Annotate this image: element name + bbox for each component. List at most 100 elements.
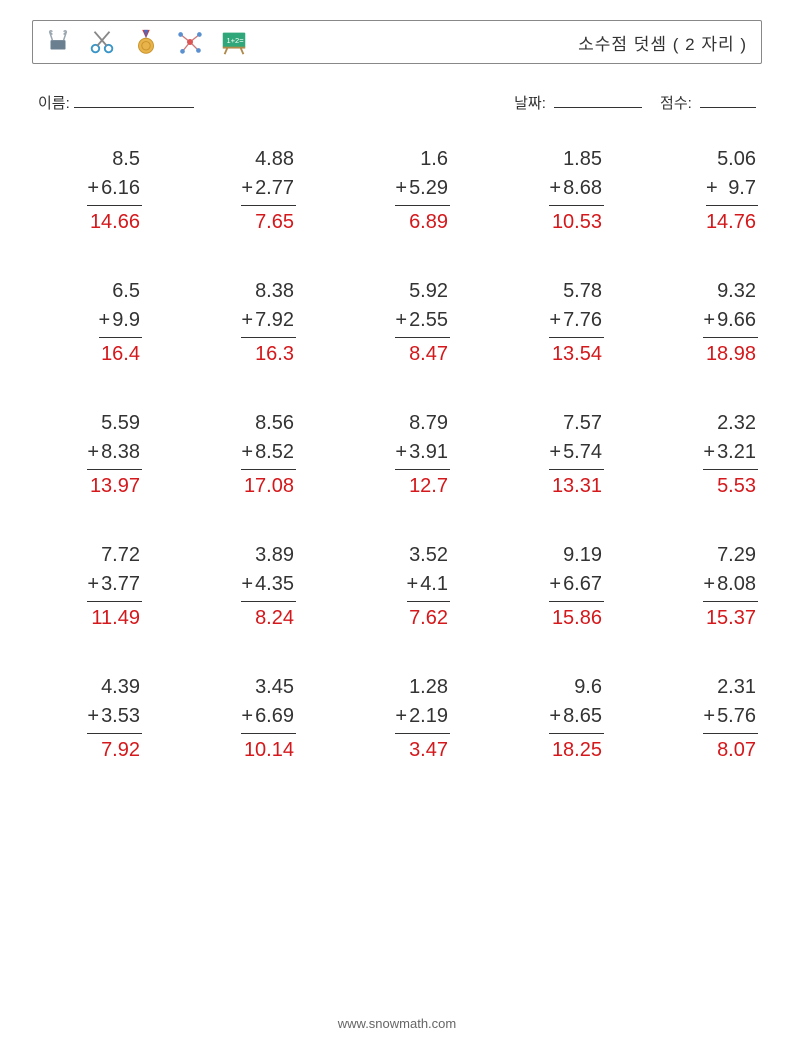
operand-b-row: +6.69 <box>241 702 296 731</box>
plus-sign: + <box>99 306 113 335</box>
binder-clip-icon <box>43 27 73 57</box>
meta-row: 이름: 날짜: 점수: <box>32 92 762 113</box>
problem: 5.78+7.7613.54 <box>498 277 604 369</box>
operand-b: 2.55 <box>409 306 448 335</box>
sum-bar: 14.66 <box>87 205 142 237</box>
plus-sign: + <box>241 306 255 335</box>
plus-sign: + <box>241 438 255 467</box>
medal-icon <box>131 27 161 57</box>
sum-bar: 17.08 <box>241 469 296 501</box>
sum-bar: 8.24 <box>241 601 296 633</box>
operand-a: 4.39 <box>87 673 142 702</box>
operand-b: 9.7 <box>728 174 756 203</box>
footer-url: www.snowmath.com <box>0 1016 794 1031</box>
worksheet-title: 소수점 덧셈 ( 2 자리 ) <box>578 30 747 55</box>
operand-b-row: +6.67 <box>549 570 604 599</box>
operand-b-row: +5.76 <box>703 702 758 731</box>
operand-b-row: +9.66 <box>703 306 758 335</box>
problem: 7.72+3.7711.49 <box>36 541 142 633</box>
plus-sign: + <box>549 570 563 599</box>
sum-bar: 7.92 <box>87 733 142 765</box>
sum-bar: 3.47 <box>395 733 450 765</box>
operand-b: 8.68 <box>563 174 602 203</box>
operand-a: 5.59 <box>87 409 142 438</box>
operand-b-row: +3.91 <box>395 438 450 467</box>
operand-b-row: +8.08 <box>703 570 758 599</box>
plus-sign: + <box>87 702 101 731</box>
problem: 7.29+8.0815.37 <box>652 541 758 633</box>
problem: 4.88+2.777.65 <box>190 145 296 237</box>
operand-a: 4.88 <box>241 145 296 174</box>
problem: 3.52+4.17.62 <box>344 541 450 633</box>
answer: 8.47 <box>395 340 450 369</box>
problem: 4.39+3.53 7.92 <box>36 673 142 765</box>
answer: 7.62 <box>407 604 451 633</box>
score-blank[interactable] <box>700 94 756 108</box>
problem: 1.28+2.193.47 <box>344 673 450 765</box>
operand-a: 9.19 <box>549 541 604 570</box>
problem: 3.45+6.6910.14 <box>190 673 296 765</box>
problem: 8.38+7.9216.3 <box>190 277 296 369</box>
problem: 5.59+8.3813.97 <box>36 409 142 501</box>
answer: 13.54 <box>549 340 604 369</box>
sum-bar: 6.89 <box>395 205 450 237</box>
problem: 5.92+2.558.47 <box>344 277 450 369</box>
answer: 8.07 <box>703 736 758 765</box>
operand-b-row: +3.53 <box>87 702 142 731</box>
answer: 7.92 <box>87 736 142 765</box>
operand-a: 2.32 <box>703 409 758 438</box>
problem: 5.06+9.714.76 <box>652 145 758 237</box>
sum-bar: 13.54 <box>549 337 604 369</box>
chalkboard-icon: 1+2= <box>219 27 249 57</box>
operand-b: 8.38 <box>101 438 140 467</box>
operand-b: 4.1 <box>420 570 448 599</box>
problem: 9.32+9.6618.98 <box>652 277 758 369</box>
answer: 8.24 <box>241 604 296 633</box>
answer: 15.86 <box>549 604 604 633</box>
date-blank[interactable] <box>554 94 642 108</box>
problem: 1.6+5.296.89 <box>344 145 450 237</box>
plus-sign: + <box>549 438 563 467</box>
plus-sign: + <box>703 702 717 731</box>
operand-b: 4.35 <box>255 570 294 599</box>
header-box: 1+2= 소수점 덧셈 ( 2 자리 ) <box>32 20 762 64</box>
operand-b: 2.77 <box>255 174 294 203</box>
answer: 18.98 <box>703 340 758 369</box>
operand-a: 1.28 <box>395 673 450 702</box>
sum-bar: 13.31 <box>549 469 604 501</box>
operand-b: 5.76 <box>717 702 756 731</box>
operand-a: 2.31 <box>703 673 758 702</box>
plus-sign: + <box>87 570 101 599</box>
operand-a: 8.5 <box>87 145 142 174</box>
date-label: 날짜: <box>514 95 546 112</box>
answer: 11.49 <box>87 604 142 633</box>
operand-b-row: +8.68 <box>549 174 604 203</box>
operand-b-row: +9.7 <box>706 174 758 203</box>
operand-b: 3.53 <box>101 702 140 731</box>
operand-a: 5.78 <box>549 277 604 306</box>
sum-bar: 5.53 <box>703 469 758 501</box>
answer: 16.4 <box>99 340 143 369</box>
answer: 10.14 <box>241 736 296 765</box>
sum-bar: 7.65 <box>241 205 296 237</box>
name-blank[interactable] <box>74 94 194 108</box>
operand-b-row: +4.35 <box>241 570 296 599</box>
operand-a: 7.57 <box>549 409 604 438</box>
operand-a: 9.6 <box>549 673 604 702</box>
operand-b: 8.65 <box>563 702 602 731</box>
operand-a: 7.29 <box>703 541 758 570</box>
operand-b: 6.67 <box>563 570 602 599</box>
plus-sign: + <box>395 702 409 731</box>
problem: 9.19+6.67 15.86 <box>498 541 604 633</box>
plus-sign: + <box>241 702 255 731</box>
sum-bar: 12.7 <box>395 469 450 501</box>
operand-b: 6.16 <box>101 174 140 203</box>
operand-a: 8.38 <box>241 277 296 306</box>
svg-text:1+2=: 1+2= <box>227 36 245 45</box>
operand-b-row: +5.29 <box>395 174 450 203</box>
problem: 8.5+6.1614.66 <box>36 145 142 237</box>
answer: 14.66 <box>87 208 142 237</box>
operand-b-row: +2.77 <box>241 174 296 203</box>
problem: 2.32+3.215.53 <box>652 409 758 501</box>
operand-a: 7.72 <box>87 541 142 570</box>
